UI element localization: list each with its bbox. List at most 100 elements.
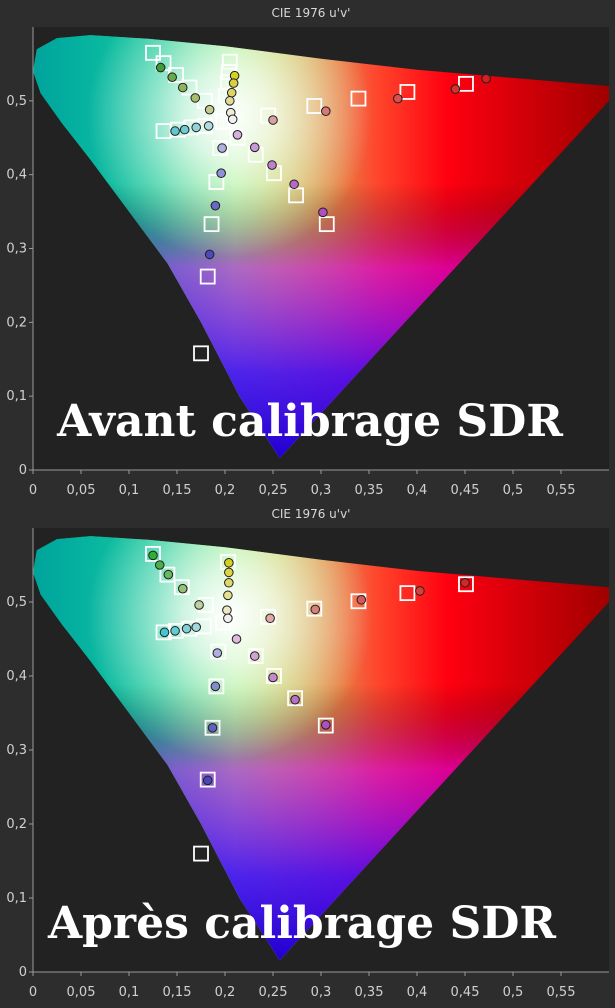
measured-point: [217, 143, 227, 153]
measured-point: [265, 613, 275, 624]
target-square: [212, 140, 229, 156]
measured-point: [460, 577, 470, 588]
target-square: [215, 614, 231, 631]
measured-point: [481, 73, 491, 84]
measured-point: [154, 560, 165, 570]
x-tick-label: 0: [29, 483, 37, 498]
y-tick-label: 0,2: [6, 315, 27, 330]
y-tick-label: 0,3: [6, 242, 27, 257]
measured-point: [155, 62, 166, 73]
x-tick-label: 0,45: [451, 985, 480, 1000]
measured-point: [212, 648, 223, 658]
measured-point: [216, 168, 226, 178]
target-square: [260, 608, 277, 625]
target-square: [145, 44, 161, 61]
y-tick-label: 0,4: [6, 669, 27, 684]
measured-point: [224, 577, 234, 588]
measured-point: [210, 681, 221, 692]
measured-point: [249, 142, 260, 153]
overlay-label: Après calibrage SDR: [47, 898, 556, 949]
x-tick-label: 0,2: [215, 483, 236, 498]
x-tick-label: 0,05: [67, 985, 96, 1000]
measured-point: [321, 106, 331, 116]
measured-point: [170, 126, 180, 136]
chart-title: CIE 1976 u'v': [272, 507, 351, 521]
y-tick-label: 0: [19, 463, 27, 478]
measured-point: [415, 586, 425, 596]
target-square: [159, 566, 176, 583]
measured-point: [181, 623, 192, 634]
x-tick-label: 0,5: [503, 483, 524, 498]
y-tick-label: 0,4: [6, 168, 27, 183]
target-square: [173, 579, 190, 596]
measured-point: [225, 96, 235, 106]
y-tick-label: 0: [19, 965, 27, 980]
y-tick-label: 0,2: [6, 817, 27, 832]
target-square: [208, 174, 225, 190]
x-tick-label: 0,35: [355, 483, 384, 498]
x-tick-label: 0,55: [547, 985, 576, 1000]
x-tick-label: 0,55: [547, 483, 576, 498]
measured-point: [177, 82, 188, 93]
measured-point: [204, 249, 215, 260]
target-square: [193, 845, 209, 862]
target-square: [306, 600, 323, 617]
y-tick-label: 0,5: [6, 94, 27, 109]
measured-point: [289, 179, 299, 190]
target-square: [260, 107, 277, 124]
y-tick-label: 0,5: [6, 595, 27, 610]
target-square: [199, 268, 216, 285]
target-square: [317, 717, 334, 734]
y-tick-label: 0,3: [6, 743, 27, 758]
target-square: [266, 668, 282, 684]
measured-point: [163, 569, 174, 580]
measured-point: [222, 605, 232, 615]
measured-point: [194, 600, 204, 610]
x-tick-label: 0,4: [407, 483, 428, 498]
x-tick-label: 0,15: [163, 483, 192, 498]
measured-point: [318, 207, 328, 218]
target-square: [318, 216, 335, 233]
measured-point: [290, 694, 300, 705]
measured-point: [223, 613, 233, 624]
target-square: [204, 719, 221, 736]
measured-point: [224, 557, 234, 568]
chart-after-calibration: CIE 1976 u'v' 0 0,05 0,1 0,15 0,2 0,25 0,3 0,35 0…: [6, 507, 609, 1000]
x-tick-label: 0,1: [119, 483, 140, 498]
target-square: [399, 585, 416, 602]
target-square: [306, 98, 323, 114]
target-square: [208, 678, 225, 695]
x-tick-label: 0,3: [311, 985, 332, 1000]
x-tick-label: 0,25: [259, 985, 288, 1000]
measured-point: [170, 626, 180, 636]
target-square: [247, 648, 264, 664]
measured-point: [204, 104, 215, 115]
measured-point: [167, 72, 177, 83]
chart-title: CIE 1976 u'v': [272, 6, 351, 20]
chart-before-calibration: CIE 1976 u'v' 0 0,05 0,1 0,15 0,2 0,25 0,3 0,35 0…: [6, 6, 609, 498]
x-tick-label: 0,5: [503, 985, 524, 1000]
measured-point: [177, 583, 188, 594]
measured-point: [228, 78, 239, 88]
measured-point: [159, 627, 170, 638]
measured-point: [148, 550, 158, 561]
target-square: [199, 771, 216, 788]
x-tick-label: 0: [29, 985, 37, 1000]
x-tick-label: 0,25: [259, 483, 288, 498]
measured-point: [232, 129, 243, 140]
x-tick-label: 0,4: [407, 985, 428, 1000]
measured-point: [450, 84, 461, 94]
measured-point: [190, 93, 201, 103]
y-tick-label: 0,1: [6, 891, 27, 906]
target-square: [193, 345, 209, 362]
measured-point: [267, 160, 277, 170]
measured-point: [207, 723, 218, 733]
x-tick-label: 0,1: [119, 985, 140, 1000]
x-tick-label: 0,45: [451, 483, 480, 498]
measured-point: [231, 634, 242, 644]
measured-point: [249, 651, 260, 661]
target-square: [399, 84, 416, 100]
target-square: [221, 53, 238, 70]
x-tick-label: 0,15: [163, 985, 192, 1000]
